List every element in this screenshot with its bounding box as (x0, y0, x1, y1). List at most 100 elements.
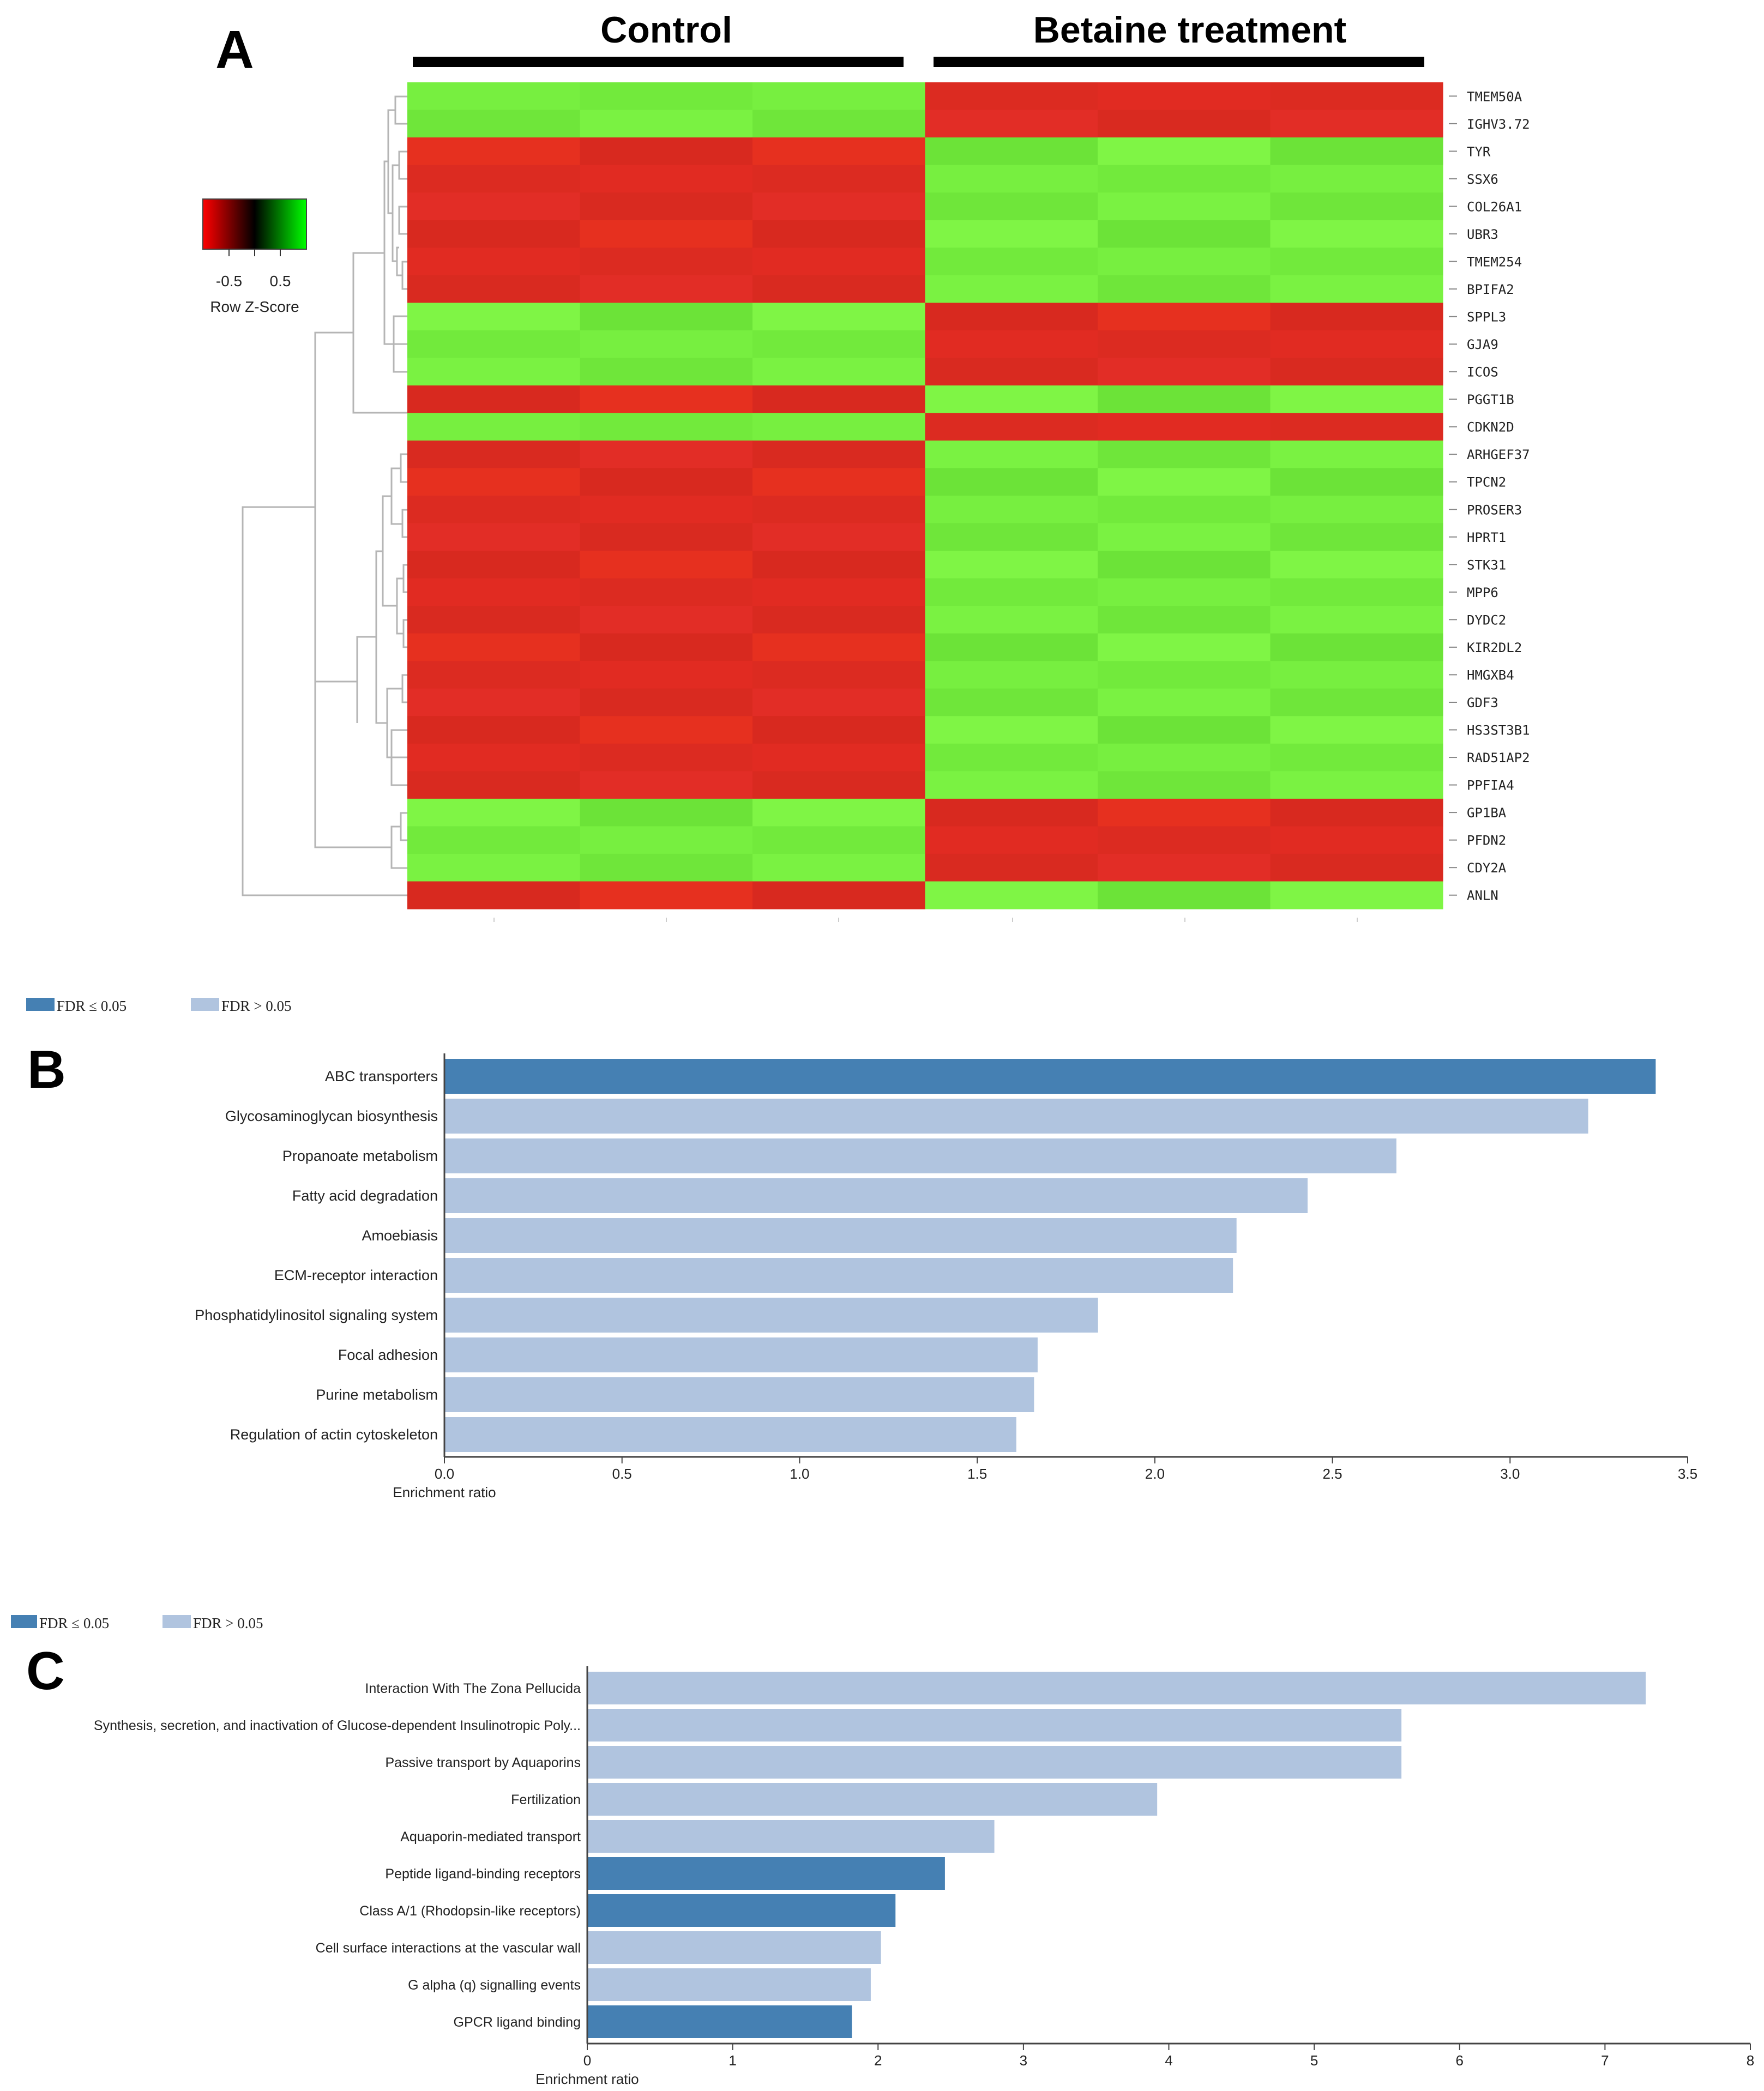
heatmap-cell (1098, 661, 1271, 689)
heatmap-cell (580, 496, 753, 524)
heatmap-cell (925, 496, 1098, 524)
heatmap-cell (1270, 496, 1443, 524)
heatmap-cell (580, 137, 753, 166)
bar (587, 1672, 1646, 1704)
legend-label-sig-c: FDR ≤ 0.05 (39, 1615, 109, 1631)
heatmap-cell (1098, 440, 1271, 469)
heatmap-cell (407, 661, 581, 689)
bar (587, 1931, 881, 1964)
heatmap-cell (925, 606, 1098, 634)
category-label: Amoebiasis (362, 1227, 438, 1244)
bar (444, 1138, 1396, 1173)
legend-label-sig-b: FDR ≤ 0.05 (57, 998, 127, 1014)
heatmap-cell (1270, 468, 1443, 496)
gene-label: ARHGEF37 (1467, 447, 1530, 462)
gene-label: TMEM50A (1467, 89, 1522, 104)
legend-label-nonsig-c: FDR > 0.05 (193, 1615, 263, 1631)
heatmap-cell (752, 743, 926, 772)
heatmap-cell (407, 771, 581, 799)
panel-label-b: B (27, 1039, 66, 1099)
heatmap-cell (580, 661, 753, 689)
heatmap-cell (925, 82, 1098, 111)
heatmap-cell (1098, 275, 1271, 303)
group-title-control: Control (600, 9, 732, 51)
heatmap-cell (1270, 220, 1443, 248)
category-label: Interaction With The Zona Pellucida (365, 1681, 581, 1696)
heatmap-cell (1270, 523, 1443, 551)
category-label: Regulation of actin cytoskeleton (230, 1426, 438, 1443)
heatmap-cell (580, 440, 753, 469)
gene-label: GDF3 (1467, 695, 1498, 710)
category-label: Aquaporin-mediated transport (400, 1829, 581, 1845)
heatmap-cell (752, 303, 926, 331)
gene-label: HMGXB4 (1467, 667, 1514, 683)
legend-swatch-sig-c (11, 1615, 37, 1628)
category-label: Focal adhesion (338, 1347, 438, 1363)
heatmap-cell (1098, 248, 1271, 276)
gene-label: SSX6 (1467, 172, 1498, 187)
bar (587, 1709, 1402, 1742)
heatmap-cell (925, 440, 1098, 469)
heatmap-cell (925, 881, 1098, 909)
heatmap-cell (1098, 523, 1271, 551)
bar (444, 1298, 1098, 1333)
gene-label: HPRT1 (1467, 530, 1506, 545)
heatmap-cell (1270, 716, 1443, 744)
heatmap-cell (752, 165, 926, 193)
heatmap-cell (1098, 716, 1271, 744)
heatmap (407, 82, 1443, 909)
heatmap-cell (1098, 192, 1271, 221)
gene-label: GJA9 (1467, 337, 1498, 352)
heatmap-cell (407, 303, 581, 331)
heatmap-cell (407, 743, 581, 772)
heatmap-cell (580, 826, 753, 854)
gene-label: ICOS (1467, 365, 1498, 380)
x-tick-label: 4 (1165, 2052, 1172, 2069)
heatmap-cell (925, 303, 1098, 331)
heatmap-cell (752, 82, 926, 111)
heatmap-cell (580, 275, 753, 303)
heatmap-cell (1270, 137, 1443, 166)
bar (587, 1894, 896, 1927)
heatmap-cell (1270, 248, 1443, 276)
column-ticks (493, 918, 1358, 922)
gene-label: DYDC2 (1467, 612, 1506, 628)
heatmap-cell (1098, 165, 1271, 193)
heatmap-cell (1098, 303, 1271, 331)
gene-label: GP1BA (1467, 805, 1507, 821)
x-tick-label: 0.5 (612, 1466, 632, 1482)
heatmap-cell (580, 716, 753, 744)
heatmap-cell (925, 137, 1098, 166)
heatmap-cell (1270, 881, 1443, 909)
enrichment-chart-c: Interaction With The Zona Pellucida Synth… (94, 1666, 1754, 2087)
heatmap-cell (925, 110, 1098, 138)
heatmap-cell (925, 578, 1098, 606)
x-tick-label: 8 (1747, 2052, 1754, 2069)
heatmap-cell (580, 853, 753, 882)
heatmap-cell (925, 551, 1098, 579)
heatmap-cell (407, 137, 581, 166)
heatmap-cell (752, 110, 926, 138)
heatmap-cell (580, 633, 753, 661)
gene-label: MPP6 (1467, 585, 1498, 600)
heatmap-cell (1270, 275, 1443, 303)
legend-swatch-sig-b (26, 998, 55, 1011)
heatmap-cell (752, 440, 926, 469)
heatmap-cell (925, 192, 1098, 221)
heatmap-cell (1270, 192, 1443, 221)
x-tick-label: 1.0 (790, 1466, 809, 1482)
gene-label: RAD51AP2 (1467, 750, 1530, 766)
heatmap-cell (580, 551, 753, 579)
x-tick-label: 1 (729, 2052, 736, 2069)
x-tick-label: 2.5 (1322, 1466, 1342, 1482)
heatmap-cell (407, 82, 581, 111)
heatmap-cell (580, 606, 753, 634)
heatmap-cell (1270, 303, 1443, 331)
category-label: Synthesis, secretion, and inactivation o… (94, 1718, 581, 1733)
gene-label: COL26A1 (1467, 199, 1522, 214)
group-bar-control (413, 57, 904, 67)
bar (444, 1417, 1016, 1452)
heatmap-cell (580, 110, 753, 138)
heatmap-cell (407, 468, 581, 496)
heatmap-cell (925, 826, 1098, 854)
